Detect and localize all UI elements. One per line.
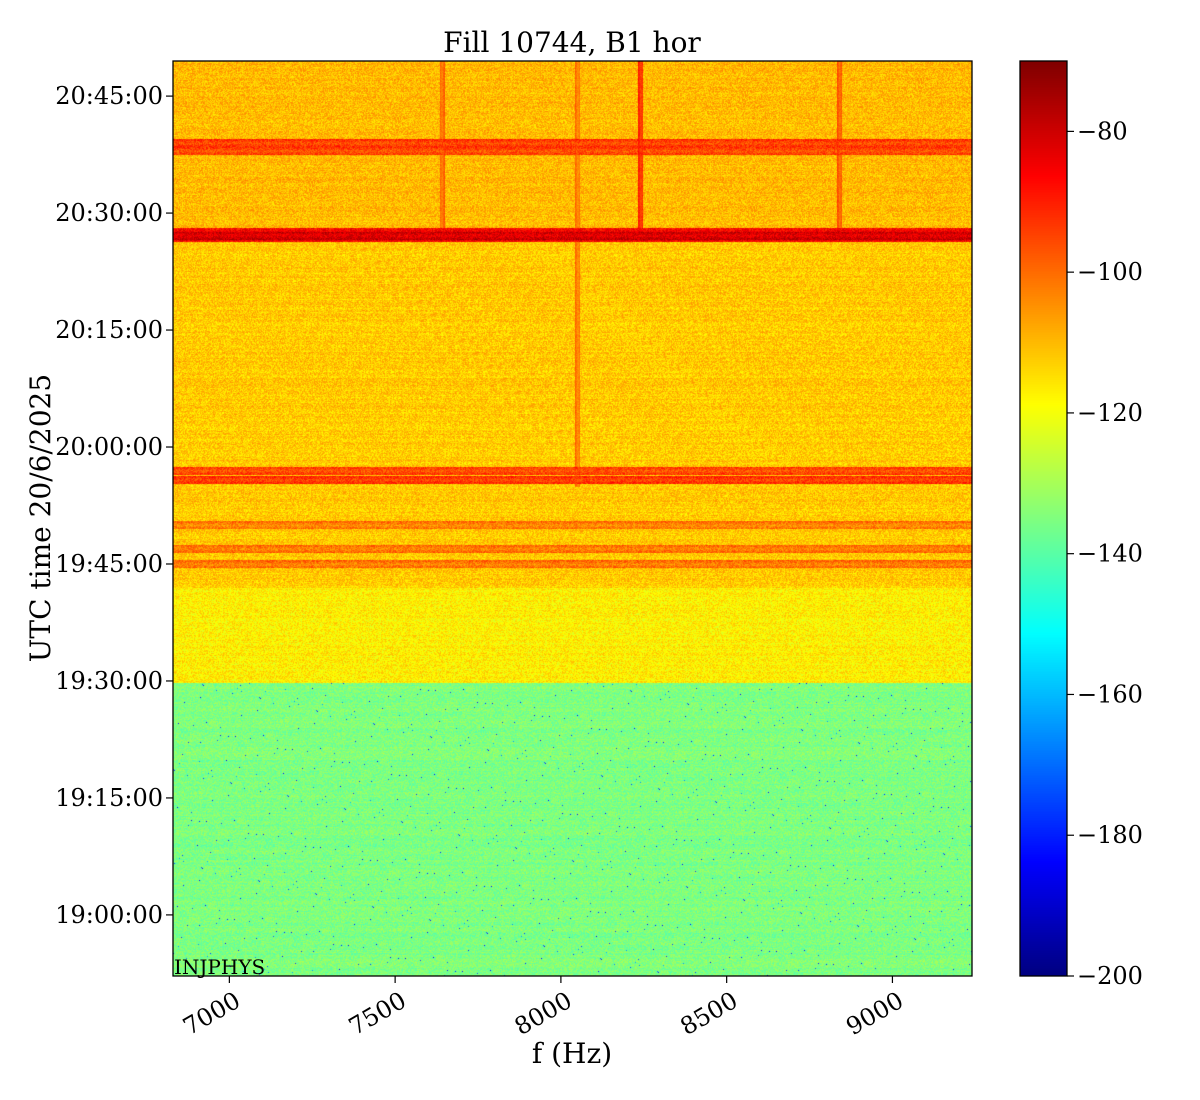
annotation-label: INJPHYS [174, 955, 265, 979]
chart-title: Fill 10744, B1 hor [443, 26, 701, 59]
colorbar-tick-label: −120 [1077, 399, 1143, 427]
y-tick-label: 19:45:00 [55, 550, 163, 578]
colorbar-ticks: −80 −100 −120 −140 −160 −180 −200 [1067, 117, 1143, 990]
y-tick-label: 20:45:00 [55, 82, 163, 110]
colorbar-tick-label: −160 [1077, 680, 1143, 708]
colorbar-frame [1019, 60, 1068, 977]
colorbar-gradient [1020, 61, 1067, 976]
colorbar-tick-label: −200 [1077, 962, 1143, 990]
x-tick-label: 8000 [510, 986, 577, 1041]
plot-frame [172, 60, 973, 977]
x-tick-label: 7500 [344, 986, 411, 1041]
y-axis-ticks: 19:00:00 19:15:00 19:30:00 19:45:00 20:00:00… [55, 82, 173, 929]
colorbar-tick-label: −140 [1077, 540, 1143, 568]
y-tick-label: 19:15:00 [55, 784, 163, 812]
colorbar-tick-label: −100 [1077, 258, 1143, 286]
y-tick-label: 19:30:00 [55, 667, 163, 695]
y-tick-label: 20:15:00 [55, 316, 163, 344]
x-axis-ticks: 7000 7500 8000 8500 9000 [178, 976, 908, 1041]
colorbar-tick-label: −80 [1077, 117, 1128, 145]
y-axis-label: UTC time 20/6/2025 [24, 374, 57, 662]
x-tick-label: 9000 [841, 986, 908, 1041]
x-axis-label: f (Hz) [532, 1037, 612, 1070]
colorbar-tick-label: −180 [1077, 821, 1143, 849]
spectrogram-heatmap [173, 61, 972, 976]
y-tick-label: 20:00:00 [55, 433, 163, 461]
y-tick-label: 19:00:00 [55, 901, 163, 929]
x-tick-label: 8500 [676, 986, 743, 1041]
x-tick-label: 7000 [178, 986, 245, 1041]
y-tick-label: 20:30:00 [55, 199, 163, 227]
